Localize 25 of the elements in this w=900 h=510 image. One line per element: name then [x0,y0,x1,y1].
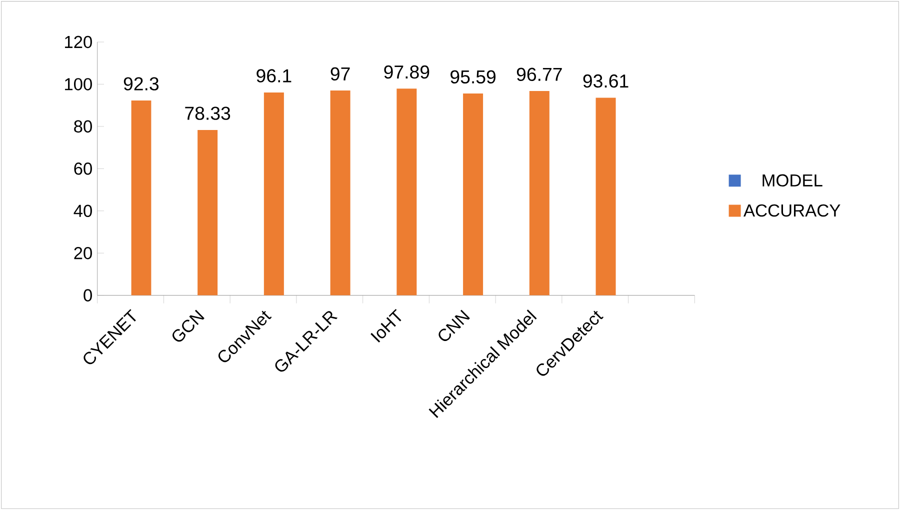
data-label: 96.1 [256,69,292,82]
data-label: 96.77 [516,68,562,81]
bar [396,88,417,296]
bar [463,94,484,296]
data-label: 93.61 [583,74,628,88]
bar [330,90,350,296]
legend-label: ACCURACY [744,204,840,217]
y-tick-label: 120 [65,36,92,48]
bar [529,91,550,296]
data-label: 78.33 [185,106,230,120]
y-tick-label: 60 [74,162,92,175]
y-tick-label: 20 [74,246,92,260]
y-tick-label: 80 [74,120,92,133]
data-label: 97.89 [384,65,430,79]
data-label: 97 [330,67,350,81]
bar [264,92,284,296]
y-tick-label: 40 [74,204,92,218]
bar [596,98,616,296]
data-label: 95.59 [450,70,496,84]
data-label: 92.3 [124,77,159,90]
bar [198,130,218,296]
y-tick-label: 0 [84,289,92,302]
bar [131,100,152,296]
y-tick-label: 100 [65,78,92,90]
legend-label: MODEL [762,174,822,187]
